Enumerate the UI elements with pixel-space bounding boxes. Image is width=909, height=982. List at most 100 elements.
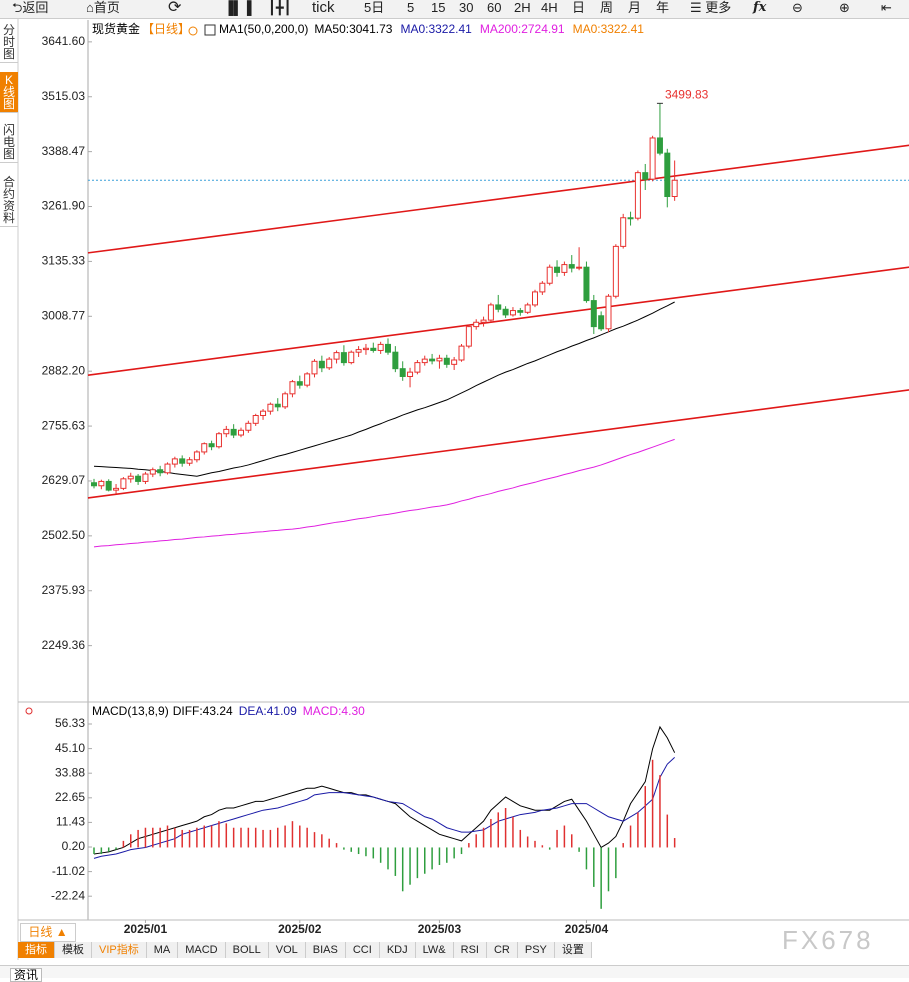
candle-body (223, 428, 230, 435)
candle-body (377, 343, 384, 351)
tab[interactable]: MA (147, 942, 179, 958)
period-dropdown[interactable]: 日线 ▲ (20, 923, 76, 942)
y-tick-label: 33.88 (55, 765, 85, 779)
candle-body (407, 371, 414, 377)
tab[interactable]: PSY (518, 942, 555, 958)
tab[interactable]: KDJ (380, 942, 416, 958)
candle-body (296, 381, 303, 386)
candle-body (333, 352, 340, 360)
candle-body (649, 137, 656, 180)
period-button[interactable]: 5日 (364, 0, 385, 18)
period-button[interactable]: 5 (407, 0, 415, 18)
home-button[interactable]: ⌂首页 (86, 0, 120, 18)
tab[interactable]: CR (487, 942, 518, 958)
legend-item: MA0:3322.41 (400, 22, 472, 36)
footer-tab[interactable]: 资讯 (10, 968, 43, 982)
tab[interactable]: CCI (346, 942, 380, 958)
more-button[interactable]: ☰ 更多 (690, 0, 732, 18)
tab[interactable]: BOLL (226, 942, 269, 958)
y-tick-label: 2249.36 (42, 638, 86, 652)
y-tick-label: 45.10 (55, 741, 85, 755)
period-button[interactable]: 周 (600, 0, 614, 18)
candle-body (392, 351, 399, 370)
y-tick-label: 3008.77 (42, 308, 86, 322)
period-button[interactable]: 60 (487, 0, 502, 18)
tab[interactable]: LW& (416, 942, 454, 958)
y-tick-label: 11.43 (56, 815, 85, 829)
candle-button[interactable]: ┃╋┃ (268, 0, 292, 18)
period-button[interactable]: 15 (431, 0, 446, 18)
period-label: 【日线】 (142, 22, 190, 36)
refresh-button[interactable]: ⟳ (168, 0, 182, 18)
period-button[interactable]: 4H (541, 0, 558, 18)
reset-button[interactable]: ⇤ (881, 0, 892, 18)
candle-body (304, 373, 311, 386)
candle-body (113, 487, 120, 491)
candle-body (598, 315, 605, 330)
y-tick-label: 3261.90 (42, 199, 86, 213)
candle-body (612, 245, 619, 297)
sidebar-tab[interactable]: K线图 (0, 72, 18, 113)
macd-title: MACD(13,8,9) (92, 704, 169, 718)
macd-icon (25, 707, 33, 715)
candle-body (524, 304, 531, 313)
candle-body (487, 304, 494, 321)
candle-body (664, 152, 671, 198)
candle-body (436, 357, 443, 362)
legend-item: MACD:4.30 (303, 704, 365, 718)
legend-item: MA0:3322.41 (573, 22, 645, 36)
candle-body (127, 475, 134, 480)
candle-body (318, 360, 325, 369)
bar-button[interactable]: ▐▌▐ (224, 0, 252, 18)
candle-body (495, 304, 502, 310)
period-button[interactable]: 日 (572, 0, 586, 18)
candle-body (282, 393, 289, 408)
sidebar-tab[interactable]: 合约资料 (0, 174, 18, 227)
zoom-in-button[interactable]: ⊕ (839, 0, 850, 18)
y-tick-label: -22.24 (51, 888, 85, 902)
tab[interactable]: MACD (178, 942, 226, 958)
tab[interactable]: 指标 (18, 942, 55, 958)
zoom-out-button[interactable]: ⊖ (792, 0, 803, 18)
candle-body (656, 137, 663, 154)
tab[interactable]: 设置 (555, 942, 592, 958)
period-button[interactable]: 月 (628, 0, 642, 18)
ma-icon (204, 24, 216, 36)
candle-body (326, 358, 333, 369)
candle-body (179, 458, 186, 464)
candle-body (443, 357, 450, 365)
settings-icon (188, 26, 198, 36)
tab[interactable]: VIP指标 (92, 942, 147, 958)
candle-body (98, 480, 105, 487)
formula-button[interactable]: fx (753, 0, 767, 18)
period-button[interactable]: 2H (514, 0, 531, 18)
tick-button[interactable]: tick (312, 0, 335, 18)
candle-body (605, 295, 612, 330)
tab[interactable]: 模板 (55, 942, 92, 958)
candle-body (238, 429, 244, 436)
candle-body (458, 345, 465, 361)
tab[interactable]: VOL (269, 942, 306, 958)
y-tick-label: 3641.60 (42, 34, 86, 48)
toolbar-label: 更多 (705, 0, 732, 15)
y-tick-label: -11.02 (52, 864, 85, 878)
period-button[interactable]: 年 (656, 0, 670, 18)
candle-body (568, 264, 575, 269)
y-tick-label: 56.33 (55, 716, 85, 730)
y-tick-label: 3388.47 (42, 144, 86, 158)
candle-body (157, 469, 164, 474)
tab[interactable]: RSI (454, 942, 487, 958)
x-tick-label: 2025/03 (418, 922, 462, 936)
candle-body (267, 403, 274, 412)
candle-body (274, 403, 281, 408)
legend-item: DEA:41.09 (239, 704, 297, 718)
indicator-tabs: 指标 模板 VIP指标 MA MACD BOLL VOL BIAS CCI KD… (18, 942, 592, 958)
y-tick-label: 3515.03 (42, 89, 86, 103)
tab[interactable]: BIAS (306, 942, 346, 958)
sidebar-tab[interactable]: 闪电图 (0, 122, 18, 163)
candle-body (260, 410, 267, 417)
period-button[interactable]: 30 (459, 0, 474, 18)
sidebar-tab[interactable]: 分时图 (0, 22, 18, 63)
y-tick-label: 2755.63 (42, 418, 86, 432)
back-button[interactable]: ⮌返回 (12, 0, 49, 18)
